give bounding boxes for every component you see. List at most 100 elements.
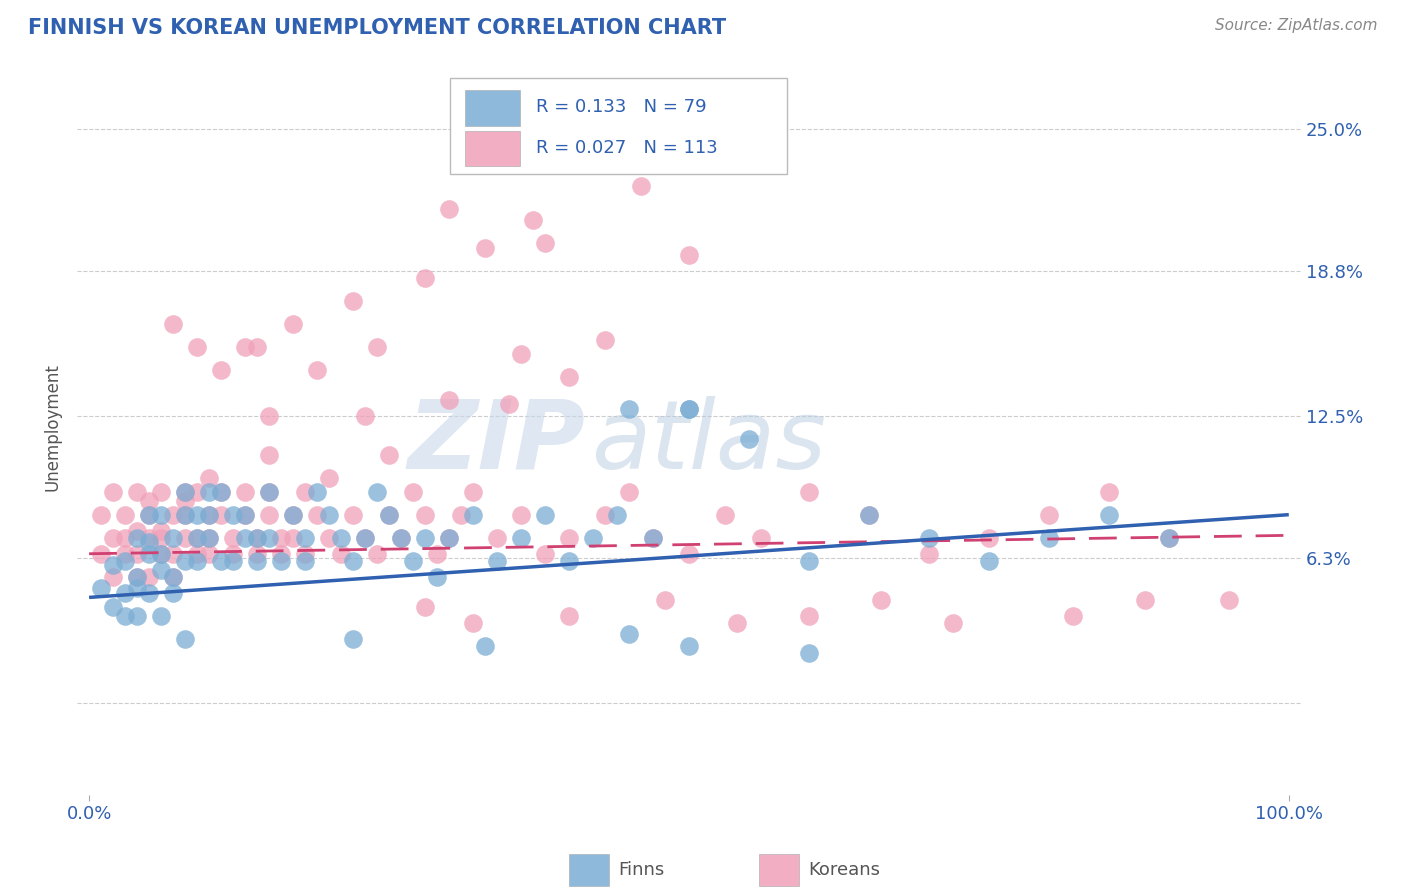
- Point: [1133, 592, 1156, 607]
- Point: [378, 448, 401, 462]
- Point: [198, 508, 221, 522]
- Point: [461, 615, 484, 630]
- Point: [138, 508, 160, 522]
- Point: [162, 508, 184, 522]
- Point: [125, 531, 148, 545]
- Point: [281, 508, 304, 522]
- Point: [125, 484, 148, 499]
- Point: [270, 531, 292, 545]
- Point: [198, 471, 221, 485]
- Point: [186, 531, 208, 545]
- Point: [125, 570, 148, 584]
- Point: [186, 547, 208, 561]
- Point: [630, 179, 652, 194]
- Point: [270, 554, 292, 568]
- Point: [437, 392, 460, 407]
- Point: [150, 524, 173, 538]
- Point: [186, 531, 208, 545]
- Point: [294, 531, 316, 545]
- Point: [186, 508, 208, 522]
- Point: [426, 547, 449, 561]
- Point: [437, 202, 460, 216]
- Point: [162, 531, 184, 545]
- Point: [617, 401, 640, 416]
- Point: [342, 632, 364, 646]
- Point: [174, 508, 197, 522]
- Point: [150, 547, 173, 561]
- Point: [678, 401, 700, 416]
- Point: [125, 608, 148, 623]
- Point: [582, 531, 605, 545]
- Point: [150, 531, 173, 545]
- Point: [281, 508, 304, 522]
- Text: Source: ZipAtlas.com: Source: ZipAtlas.com: [1215, 18, 1378, 33]
- Point: [90, 547, 112, 561]
- Point: [342, 508, 364, 522]
- Point: [198, 484, 221, 499]
- Point: [246, 531, 269, 545]
- Point: [342, 554, 364, 568]
- Point: [174, 494, 197, 508]
- Point: [1038, 508, 1060, 522]
- Point: [870, 592, 893, 607]
- Point: [1062, 608, 1084, 623]
- Point: [558, 554, 581, 568]
- Point: [678, 248, 700, 262]
- Point: [714, 508, 737, 522]
- Point: [450, 508, 472, 522]
- Point: [426, 570, 449, 584]
- Text: ZIP: ZIP: [408, 395, 585, 489]
- Point: [174, 632, 197, 646]
- Point: [162, 570, 184, 584]
- Point: [510, 508, 533, 522]
- Point: [233, 508, 256, 522]
- Point: [461, 508, 484, 522]
- Point: [558, 531, 581, 545]
- Point: [918, 547, 941, 561]
- Point: [797, 554, 820, 568]
- Text: R = 0.133   N = 79: R = 0.133 N = 79: [536, 98, 707, 116]
- Point: [749, 531, 772, 545]
- Point: [198, 531, 221, 545]
- Point: [198, 531, 221, 545]
- Point: [209, 484, 232, 499]
- FancyBboxPatch shape: [450, 78, 787, 174]
- Point: [678, 401, 700, 416]
- Point: [330, 531, 353, 545]
- Point: [522, 213, 544, 227]
- Point: [125, 547, 148, 561]
- Point: [1038, 531, 1060, 545]
- Point: [1218, 592, 1240, 607]
- Point: [534, 236, 557, 251]
- Point: [402, 484, 425, 499]
- Point: [150, 563, 173, 577]
- Point: [125, 581, 148, 595]
- Point: [413, 508, 436, 522]
- Point: [797, 608, 820, 623]
- Point: [330, 547, 353, 561]
- Point: [378, 508, 401, 522]
- Point: [233, 340, 256, 354]
- Point: [114, 608, 136, 623]
- Point: [257, 409, 280, 423]
- Point: [90, 581, 112, 595]
- Point: [1098, 508, 1121, 522]
- Point: [186, 340, 208, 354]
- Point: [125, 524, 148, 538]
- Point: [534, 547, 557, 561]
- Point: [281, 531, 304, 545]
- Point: [222, 508, 245, 522]
- Point: [678, 547, 700, 561]
- Point: [797, 646, 820, 660]
- Point: [101, 599, 124, 614]
- Point: [222, 554, 245, 568]
- Point: [246, 531, 269, 545]
- Point: [162, 570, 184, 584]
- Point: [342, 293, 364, 308]
- Point: [305, 484, 328, 499]
- Point: [150, 508, 173, 522]
- Y-axis label: Unemployment: Unemployment: [44, 363, 60, 491]
- Point: [366, 340, 388, 354]
- Point: [138, 570, 160, 584]
- Point: [413, 271, 436, 285]
